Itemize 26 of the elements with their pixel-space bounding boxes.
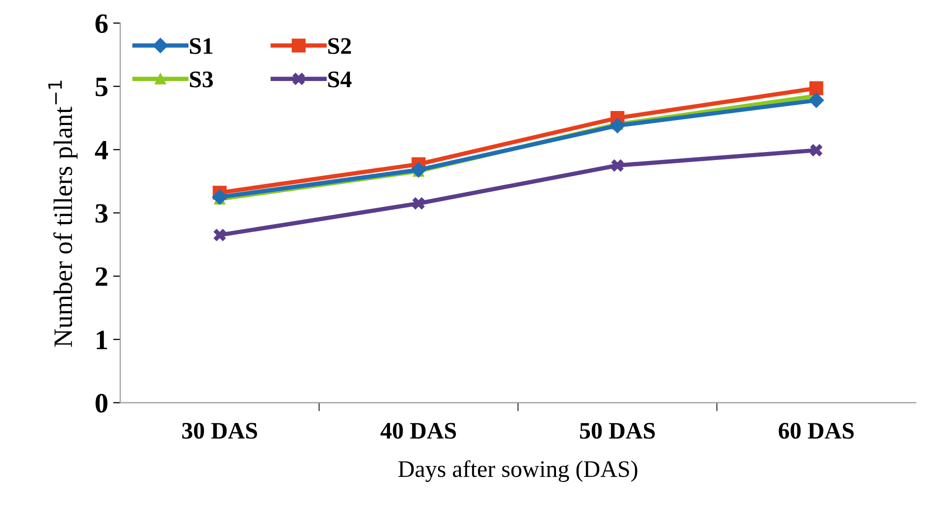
point [808,92,824,108]
y-tick-label: 3 [96,204,108,223]
point [410,162,426,178]
point [213,228,226,242]
legend-label: S4 [328,72,352,88]
legend-label: S2 [328,38,351,54]
y-tick-label: 2 [96,267,108,286]
x-tick-label: 30 DAS [182,422,258,439]
y-tick-label: 4 [94,140,108,160]
point [610,118,626,134]
y-tick-label: 0 [96,394,108,413]
legend-label: S3 [190,72,213,88]
x-axis-title: Days after sowing (DAS) [398,460,638,482]
x-tick-label: 50 DAS [580,422,655,439]
x-tick-label: 60 DAS [778,422,854,439]
point [810,144,823,157]
y-tick-label: 1 [96,330,108,350]
point [611,159,624,172]
point [412,197,425,210]
y-tick-label: 5 [96,78,108,96]
x-tick-label: 40 DAS [380,422,456,439]
y-tick-label: 6 [96,14,108,33]
point [212,190,228,205]
legend-label: S1 [190,38,212,54]
y-axis-title: Number of tillers plant$^{−1}$ [48,80,78,347]
point [809,81,824,96]
